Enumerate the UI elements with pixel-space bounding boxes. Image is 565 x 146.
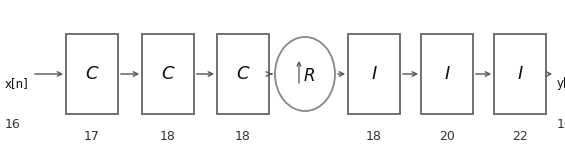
Bar bbox=[348, 34, 400, 114]
Text: 17: 17 bbox=[84, 130, 100, 142]
Text: x[n]: x[n] bbox=[5, 78, 29, 91]
Text: C: C bbox=[162, 65, 175, 83]
Text: R: R bbox=[303, 67, 315, 85]
Bar bbox=[494, 34, 546, 114]
Text: 20: 20 bbox=[439, 130, 455, 142]
Text: y[n]: y[n] bbox=[557, 78, 565, 91]
Bar bbox=[142, 34, 194, 114]
Bar bbox=[217, 34, 269, 114]
Text: C: C bbox=[86, 65, 98, 83]
Ellipse shape bbox=[275, 37, 335, 111]
Text: 18: 18 bbox=[160, 130, 176, 142]
Text: 18: 18 bbox=[235, 130, 251, 142]
Text: 18: 18 bbox=[366, 130, 382, 142]
Text: 16: 16 bbox=[5, 118, 21, 131]
Text: I: I bbox=[445, 65, 450, 83]
Bar bbox=[66, 34, 118, 114]
Text: I: I bbox=[518, 65, 523, 83]
Text: 22: 22 bbox=[512, 130, 528, 142]
Text: C: C bbox=[237, 65, 249, 83]
Text: I: I bbox=[371, 65, 377, 83]
Bar bbox=[421, 34, 473, 114]
Text: 16: 16 bbox=[557, 118, 565, 131]
